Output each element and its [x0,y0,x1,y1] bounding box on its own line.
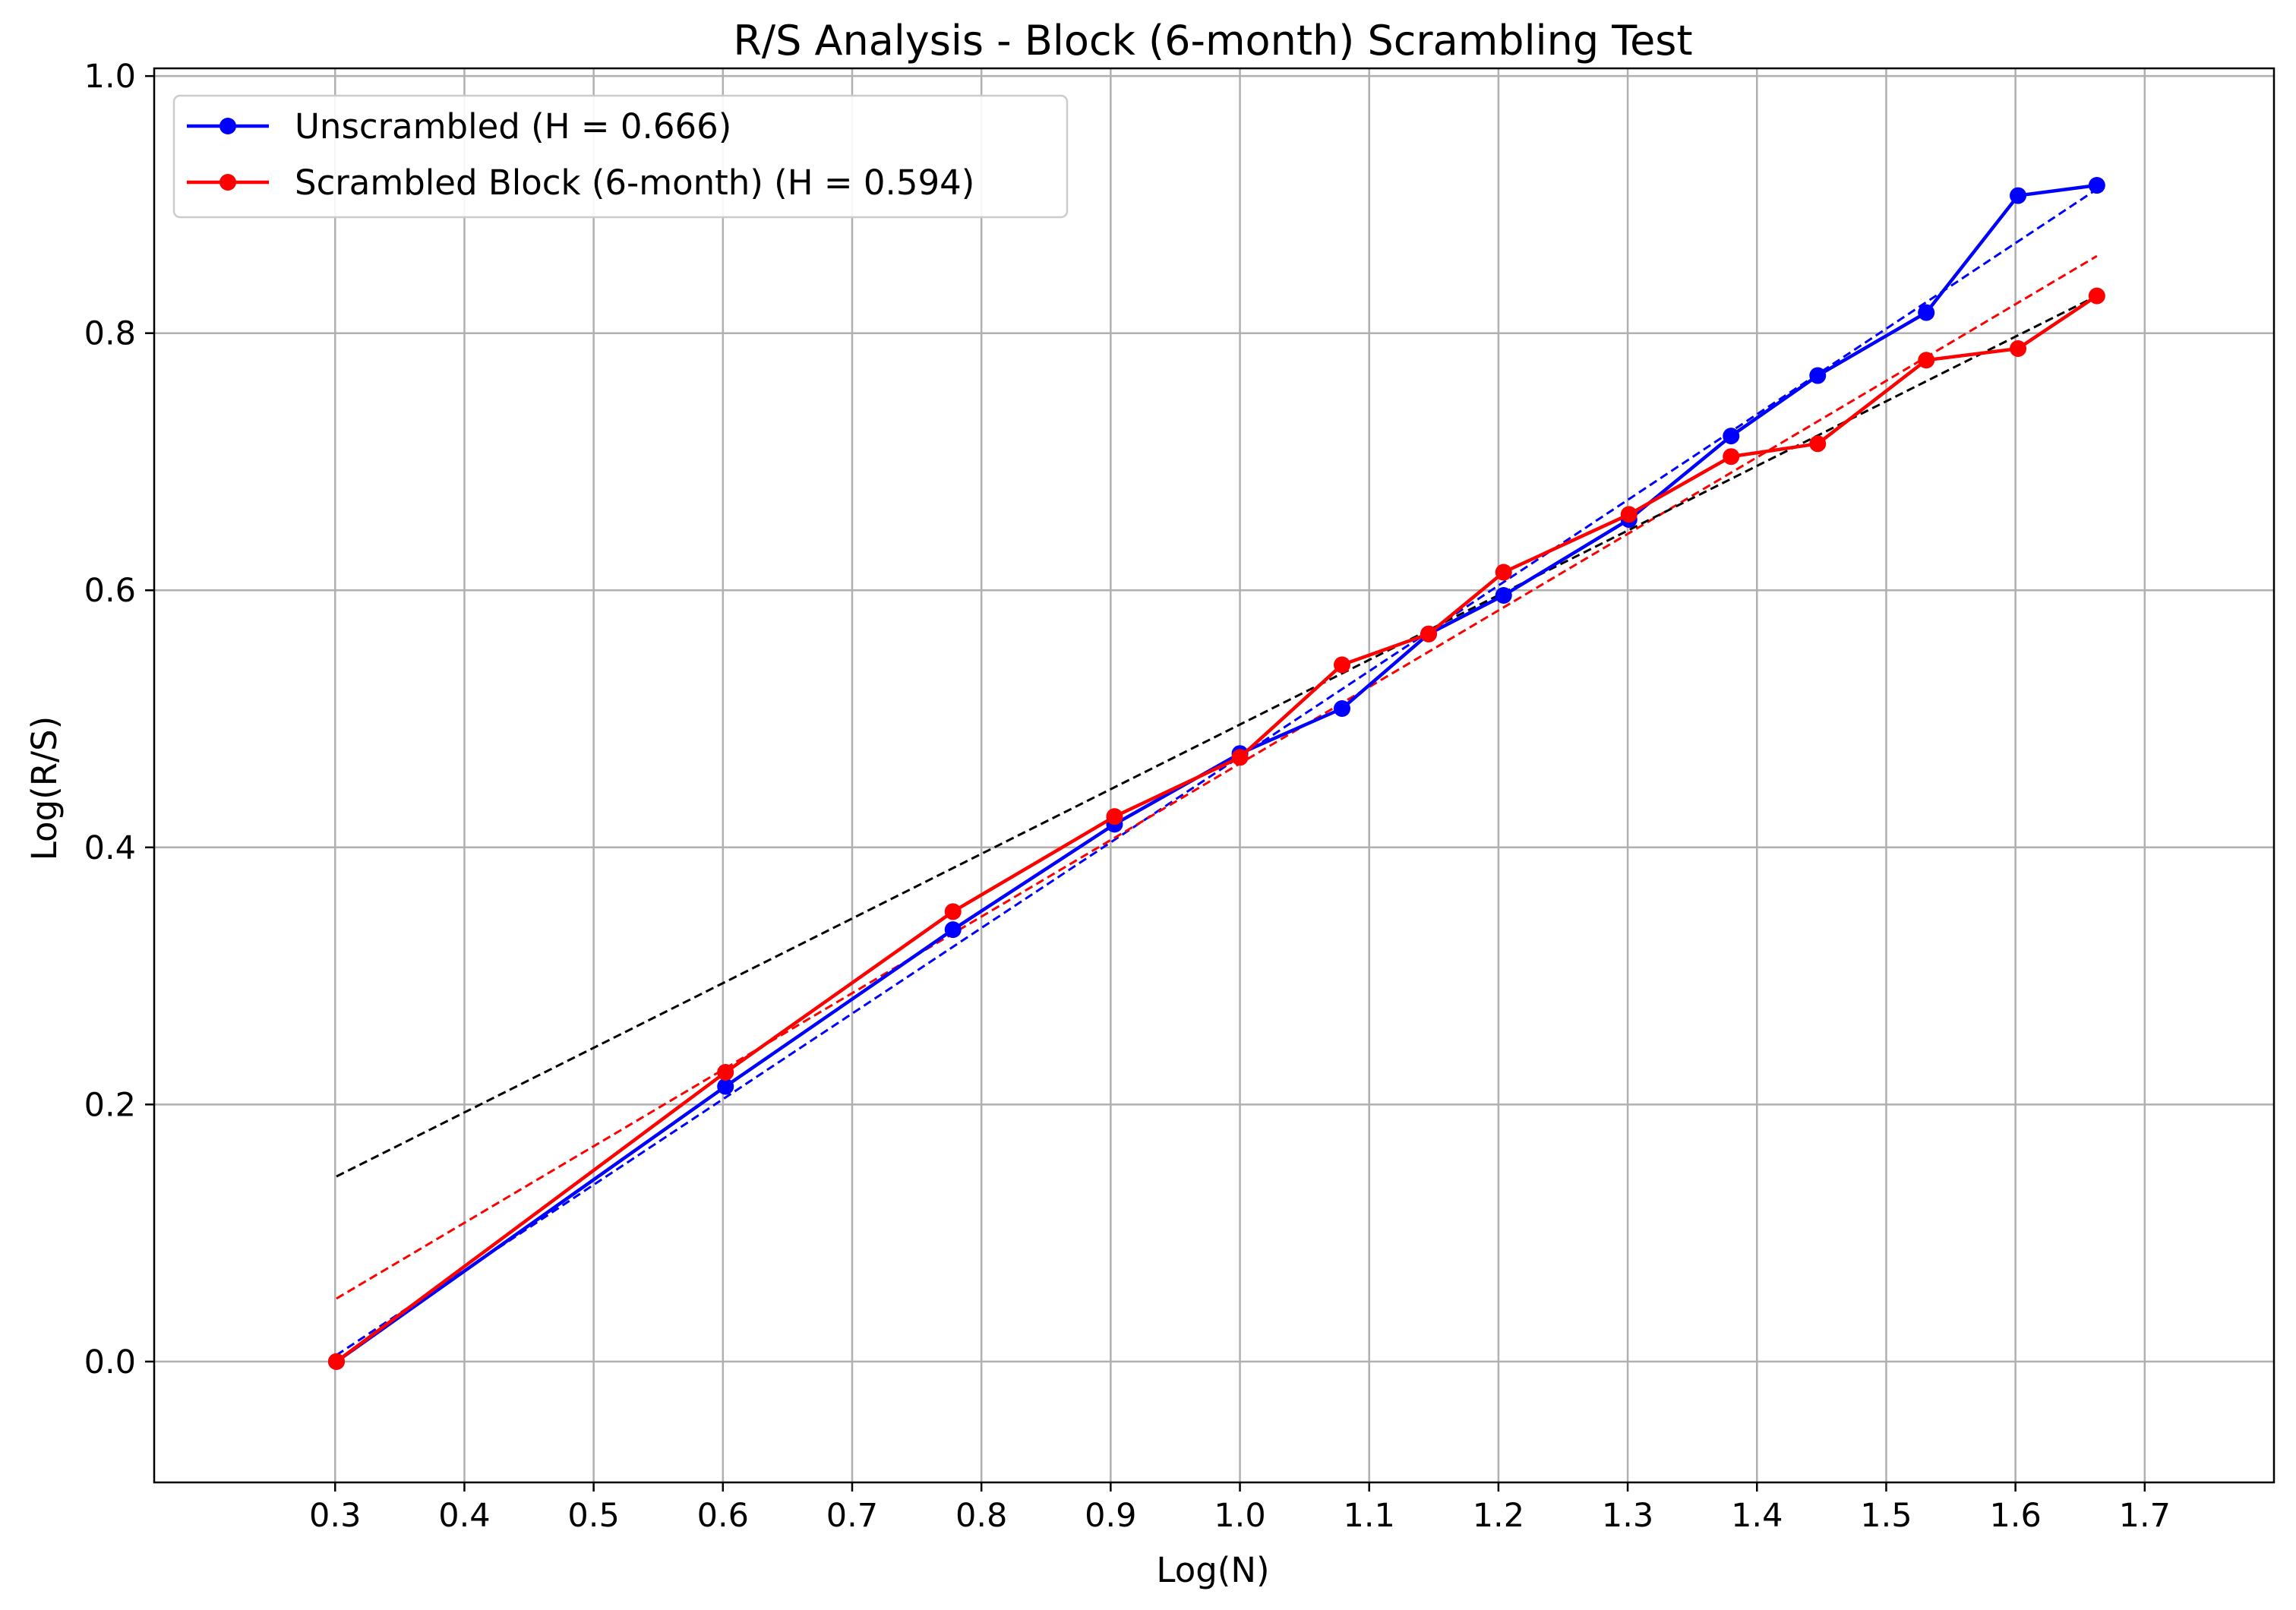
y-tick-label: 0.6 [84,572,136,610]
x-tick-label: 1.2 [1473,1497,1524,1535]
data-point [717,1064,734,1081]
legend-frame [172,94,1069,219]
y-tick-label: 0.2 [84,1086,136,1124]
x-tick-label: 1.4 [1731,1497,1783,1535]
grid [154,68,2274,1482]
data-point [1231,749,1249,766]
legend: Unscrambled (H = 0.666) Scrambled Block … [172,94,1069,219]
data-point [1333,699,1350,717]
data-point [2088,287,2105,305]
legend-label-scrambled: Scrambled Block (6-month) (H = 0.594) [295,163,974,203]
x-tick-label: 0.6 [697,1497,749,1535]
x-tick-label: 0.7 [826,1497,878,1535]
y-axis-label: Log(R/S) [24,716,65,860]
fit-line [336,254,2098,1300]
y-tick-label: 1.0 [84,58,136,96]
x-tick-label: 0.5 [567,1497,619,1535]
data-point [1918,352,1935,369]
legend-marker-scrambled [219,174,236,191]
x-tick-label: 0.4 [438,1497,490,1535]
x-axis-label: Log(N) [1156,1550,1269,1590]
data-point [1420,625,1438,642]
data-point [1495,564,1512,581]
series-line [335,183,2098,1363]
data-point [1809,367,1827,384]
x-tick-label: 1.5 [1860,1497,1912,1535]
x-tick-label: 1.3 [1602,1497,1653,1535]
y-tick-label: 0.8 [84,315,136,353]
data-point [2010,187,2027,204]
chart-title: R/S Analysis - Block (6-month) Scramblin… [733,17,1692,65]
data-point [1333,656,1350,674]
legend-label-unscrambled: Unscrambled (H = 0.666) [295,106,731,147]
data-point [1918,304,1935,321]
fit-line [336,295,2098,1178]
series-line [335,294,2099,1363]
data-point [1106,808,1123,826]
data-point [1620,506,1638,523]
data-point [944,903,962,920]
series [327,177,2105,1370]
data-point [1723,448,1740,466]
data-point [1809,435,1827,453]
plot-frame [153,67,2275,1484]
x-tick-label: 0.8 [955,1497,1007,1535]
x-tick-label: 0.3 [309,1497,361,1535]
data-point [2088,177,2105,194]
data-point [2010,340,2027,358]
legend-marker-unscrambled [219,118,236,134]
y-tick-label: 0.4 [84,829,136,867]
x-axis: 0.3 0.4 0.5 0.6 0.7 0.8 0.9 1.0 1.1 1.2 1.3 1.4 1.5 1… [309,1482,2171,1535]
data-point [327,1353,345,1370]
x-tick-label: 0.9 [1085,1497,1136,1535]
x-tick-label: 1.0 [1214,1497,1265,1535]
x-tick-label: 1.7 [2119,1497,2171,1535]
x-tick-label: 1.6 [1989,1497,2041,1535]
data-point [717,1078,734,1095]
y-tick-label: 0.0 [84,1343,136,1381]
data-point [1495,587,1512,605]
data-point [944,921,962,939]
data-point [1723,428,1740,445]
y-axis: 0.0 0.2 0.4 0.6 0.8 1.0 [84,58,154,1381]
x-tick-label: 1.1 [1344,1497,1395,1535]
